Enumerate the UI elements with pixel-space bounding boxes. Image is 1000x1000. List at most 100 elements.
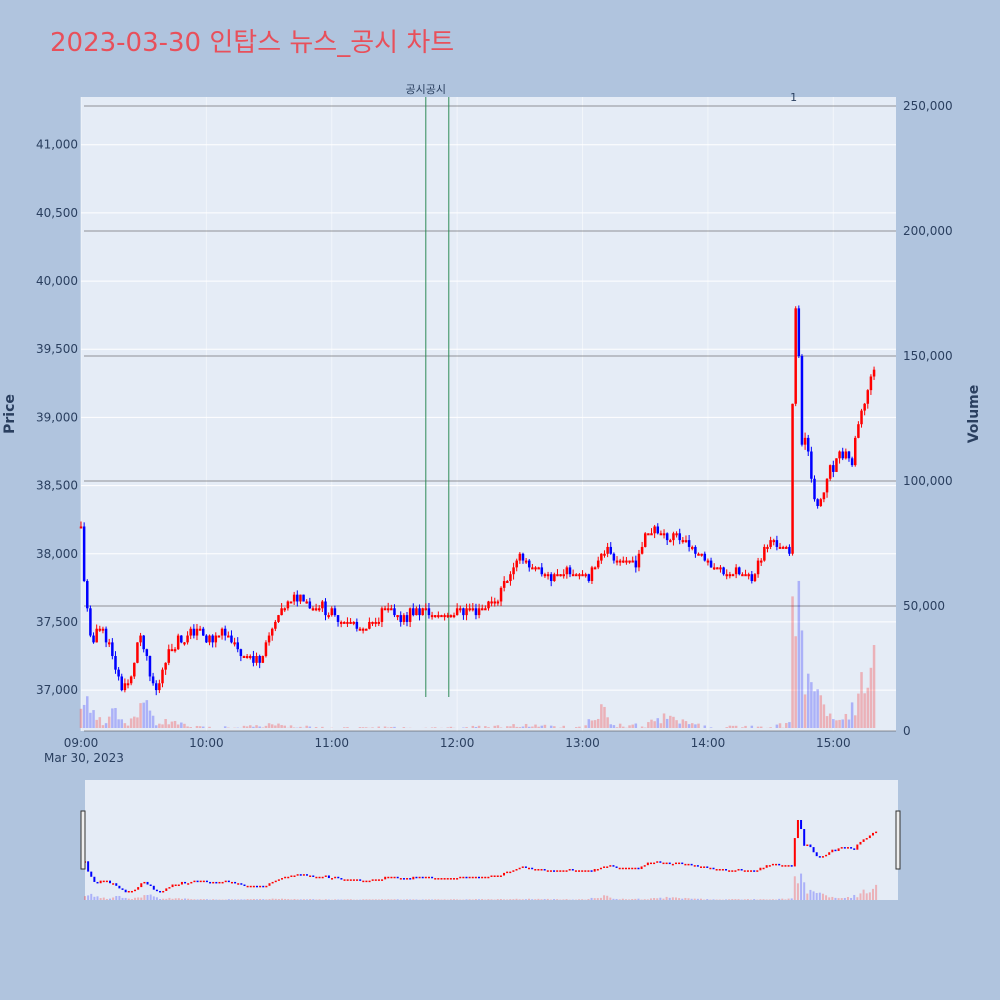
mini-candle (265, 885, 268, 888)
mini-candle (850, 847, 853, 849)
mini-candle (493, 875, 496, 877)
mini-candle (449, 878, 452, 880)
mini-volume-bar (787, 898, 790, 900)
candle-body (111, 642, 114, 657)
mini-volume-bar (868, 892, 871, 900)
mini-volume-bar (296, 899, 299, 900)
mini-candle (634, 867, 637, 870)
mini-volume-bar (381, 899, 384, 900)
mini-volume-bar (734, 899, 737, 900)
candle-body (590, 567, 594, 582)
volume-bar (308, 726, 312, 728)
candle-body (82, 526, 86, 582)
mini-candle (130, 890, 133, 893)
mini-volume-bar (162, 898, 165, 900)
candle-body (327, 615, 330, 618)
mini-candle (593, 869, 596, 872)
volume-bar (665, 718, 669, 728)
mini-volume-bar (271, 898, 274, 900)
mini-volume-bar (793, 876, 796, 900)
mini-volume-bar (230, 899, 233, 900)
volume-bar (863, 693, 866, 728)
mini-candle (684, 863, 687, 866)
mini-candle (543, 869, 546, 871)
volume-bar (709, 727, 713, 728)
candle-body (230, 635, 233, 643)
candle-body (728, 574, 732, 577)
candle-body (531, 567, 534, 570)
candle-body (233, 642, 236, 645)
mini-candle (615, 866, 618, 868)
mini-candle (121, 888, 124, 890)
mini-volume-bar (168, 897, 171, 900)
mini-volume-bar (159, 898, 162, 900)
mini-volume-bar (306, 899, 309, 900)
candle-body (694, 546, 697, 554)
candle-body (716, 567, 719, 570)
volume-bar (575, 727, 578, 728)
mini-candle (631, 867, 634, 870)
mini-candle (484, 876, 487, 879)
mini-volume-bar (280, 898, 283, 900)
mini-candle (671, 863, 674, 866)
candle-body (468, 608, 471, 611)
mini-volume-bar (187, 898, 190, 900)
candle-body (399, 615, 402, 622)
volume-bar (797, 580, 801, 728)
mini-candle (284, 876, 287, 879)
candle-body (151, 676, 155, 684)
mini-candle (315, 876, 318, 879)
mini-candle (365, 880, 368, 883)
mini-candle (537, 869, 540, 871)
range-slider-handle-left[interactable] (80, 810, 86, 870)
mini-candle (734, 870, 737, 872)
candle-body (490, 601, 493, 604)
mini-volume-bar (587, 898, 590, 900)
candle-body (678, 533, 681, 541)
mini-candle (399, 878, 402, 880)
volume-bar (543, 724, 547, 728)
candle-body (142, 635, 145, 650)
candle-body (405, 615, 409, 622)
mini-candle (215, 881, 218, 884)
candle-body (759, 560, 763, 563)
candle-body (136, 642, 139, 663)
mini-candle (109, 880, 112, 884)
candle-body (364, 628, 368, 631)
candle-body (853, 437, 857, 466)
mini-volume-bar (90, 893, 93, 900)
volume-bar (493, 725, 497, 728)
candle-body (308, 601, 312, 609)
mini-candle (725, 869, 728, 871)
volume-bar (474, 726, 478, 728)
mini-candle (318, 876, 321, 879)
volume-bar (249, 725, 252, 728)
candle-body (433, 615, 437, 618)
candle-body (521, 553, 525, 561)
mini-candle (196, 880, 199, 883)
mini-candle (806, 844, 809, 847)
volume-bar (549, 725, 553, 728)
range-slider-handle-right[interactable] (895, 810, 901, 870)
mini-volume-bar (634, 898, 637, 900)
candle-body (455, 608, 459, 616)
mini-volume-bar (687, 898, 690, 900)
mini-volume-bar (87, 895, 90, 900)
mini-candle (174, 884, 177, 887)
candle-body (647, 533, 650, 536)
mini-volume-bar (534, 899, 537, 900)
volume-bar (321, 726, 324, 728)
mini-candle (790, 865, 793, 867)
candle-body (421, 608, 424, 616)
mini-candle (524, 866, 527, 868)
mini-volume-bar (259, 898, 262, 900)
volume-bar (343, 727, 346, 728)
candle-body (863, 403, 866, 411)
range-slider[interactable] (85, 780, 898, 900)
volume-bar (136, 717, 139, 728)
mini-candle (99, 880, 102, 884)
candle-body (258, 656, 261, 663)
time-tick-label: 11:00 (314, 736, 349, 750)
mini-volume-bar (477, 899, 480, 900)
mini-candle (459, 876, 462, 879)
